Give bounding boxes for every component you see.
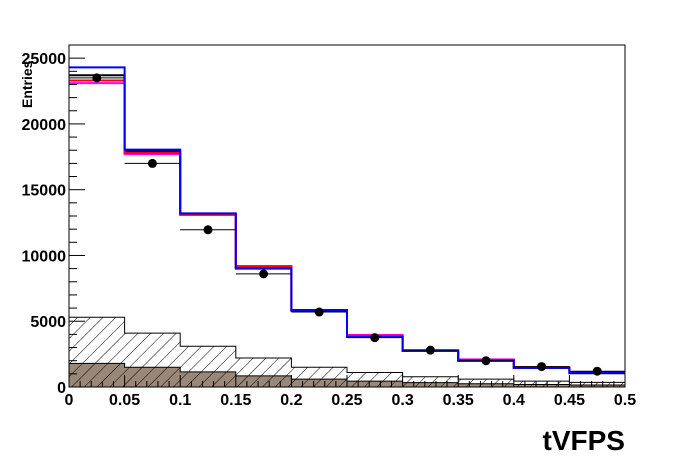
- data-point: [537, 362, 547, 372]
- x-tick-label: 0.45: [554, 392, 585, 409]
- x-tick-label: 0.1: [169, 392, 191, 409]
- data-point: [314, 307, 324, 317]
- y-tick-label: 10000: [22, 248, 67, 265]
- y-tick-label: 20000: [22, 117, 67, 134]
- x-tick-label: 0.35: [443, 392, 474, 409]
- data-point: [481, 356, 491, 366]
- x-tick-label: 0.4: [503, 392, 525, 409]
- y-tick-label: 15000: [22, 183, 67, 200]
- x-tick-label: 0.15: [220, 392, 251, 409]
- y-tick-label: 5000: [30, 314, 66, 331]
- x-axis-label: tVFPS: [543, 425, 625, 456]
- data-point: [259, 269, 269, 279]
- x-tick-label: 0.05: [109, 392, 140, 409]
- data-point: [425, 345, 435, 355]
- data-point: [592, 366, 602, 376]
- x-tick-label: 0.3: [391, 392, 413, 409]
- y-tick-label: 25000: [22, 51, 67, 68]
- data-point: [147, 158, 157, 168]
- y-tick-label: 0: [57, 380, 66, 397]
- x-tick-label: 0: [65, 392, 74, 409]
- y-axis-label: Entries: [19, 60, 35, 108]
- data-point: [203, 225, 213, 235]
- data-point: [92, 73, 102, 83]
- x-tick-label: 0.5: [614, 392, 636, 409]
- data-point: [370, 333, 380, 343]
- x-tick-label: 0.25: [331, 392, 362, 409]
- x-tick-label: 0.2: [280, 392, 302, 409]
- histogram-line-5: [69, 66, 625, 374]
